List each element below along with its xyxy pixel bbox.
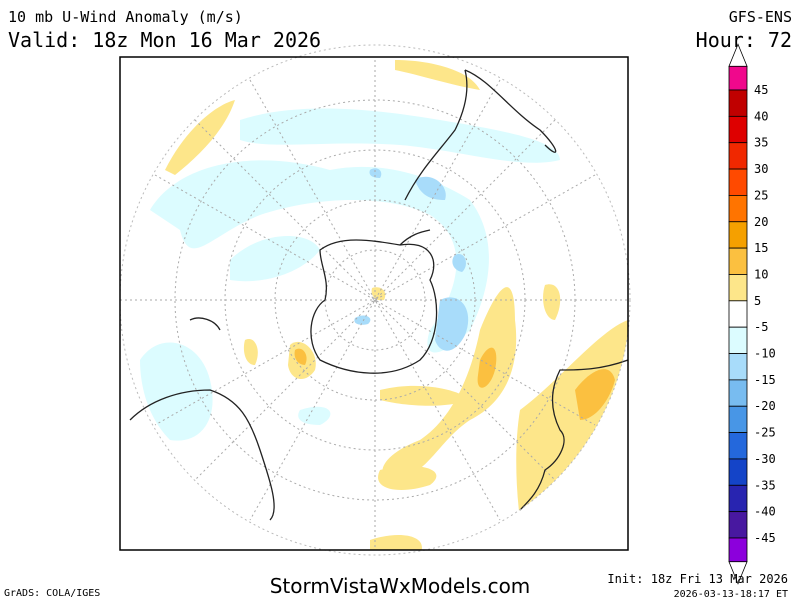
colorbar-box — [728, 115, 748, 144]
colorbar-box — [728, 300, 748, 328]
colorbar-label: 10 — [754, 267, 768, 281]
colorbar-box — [728, 247, 748, 275]
colorbar-box — [728, 274, 748, 302]
colorbar-label: 5 — [754, 294, 761, 308]
model: GFS-ENS — [729, 8, 792, 26]
colorbar-box — [728, 195, 748, 223]
colorbar-label: -40 — [754, 505, 776, 519]
colorbar-box — [728, 221, 748, 249]
colorbar-label: -45 — [754, 531, 776, 545]
forecast-hour: Hour: 72 — [696, 28, 792, 52]
coastlines — [129, 69, 628, 521]
colorbar-label: 45 — [754, 83, 768, 97]
colorbar-box — [728, 458, 748, 486]
colorbar-label: -35 — [754, 478, 776, 492]
colorbar-box — [728, 65, 748, 91]
colorbar-box — [728, 484, 748, 513]
colorbar-cap — [728, 43, 748, 67]
colorbar-label: -5 — [754, 320, 768, 334]
colorbar-box — [728, 405, 748, 433]
colorbar-label: -10 — [754, 347, 776, 361]
colorbar-label: 30 — [754, 162, 768, 176]
colorbar-label: -30 — [754, 452, 776, 466]
title: 10 mb U-Wind Anomaly (m/s) — [8, 8, 243, 26]
valid-time: Valid: 18z Mon 16 Mar 2026 — [8, 28, 321, 52]
colorbar-label: 25 — [754, 188, 768, 202]
init-time: Init: 18z Fri 13 Mar 2026 — [607, 572, 788, 586]
colorbar-box — [728, 511, 748, 539]
colorbar-box — [728, 326, 748, 354]
timestamp: 2026-03-13-18:17 ET — [674, 589, 788, 600]
colorbar-label: 40 — [754, 109, 768, 123]
colorbar-label: 35 — [754, 136, 768, 150]
colorbar-box — [728, 353, 748, 381]
website: StormVistaWxModels.com — [270, 574, 531, 598]
colorbar-label: -20 — [754, 399, 776, 413]
colorbar-box — [728, 89, 748, 117]
colorbar-label: -25 — [754, 426, 776, 440]
colorbar-cap — [728, 561, 748, 585]
colorbar-box — [728, 432, 748, 460]
anomaly-field — [140, 60, 628, 550]
map-frame — [119, 56, 629, 551]
credit: GrADS: COLA/IGES — [4, 588, 100, 599]
colorbar-label: 20 — [754, 215, 768, 229]
colorbar-label: 15 — [754, 241, 768, 255]
colorbar-box — [728, 168, 748, 196]
colorbar-box — [728, 379, 748, 407]
colorbar-label: -15 — [754, 373, 776, 387]
map — [119, 44, 631, 556]
colorbar-box — [728, 142, 748, 170]
colorbar-box — [728, 537, 748, 563]
colorbar: 45 40 35 30 25 20 15 10 5 -5 -10 -15 -20 -25 -30 -35 -40… — [728, 43, 776, 585]
